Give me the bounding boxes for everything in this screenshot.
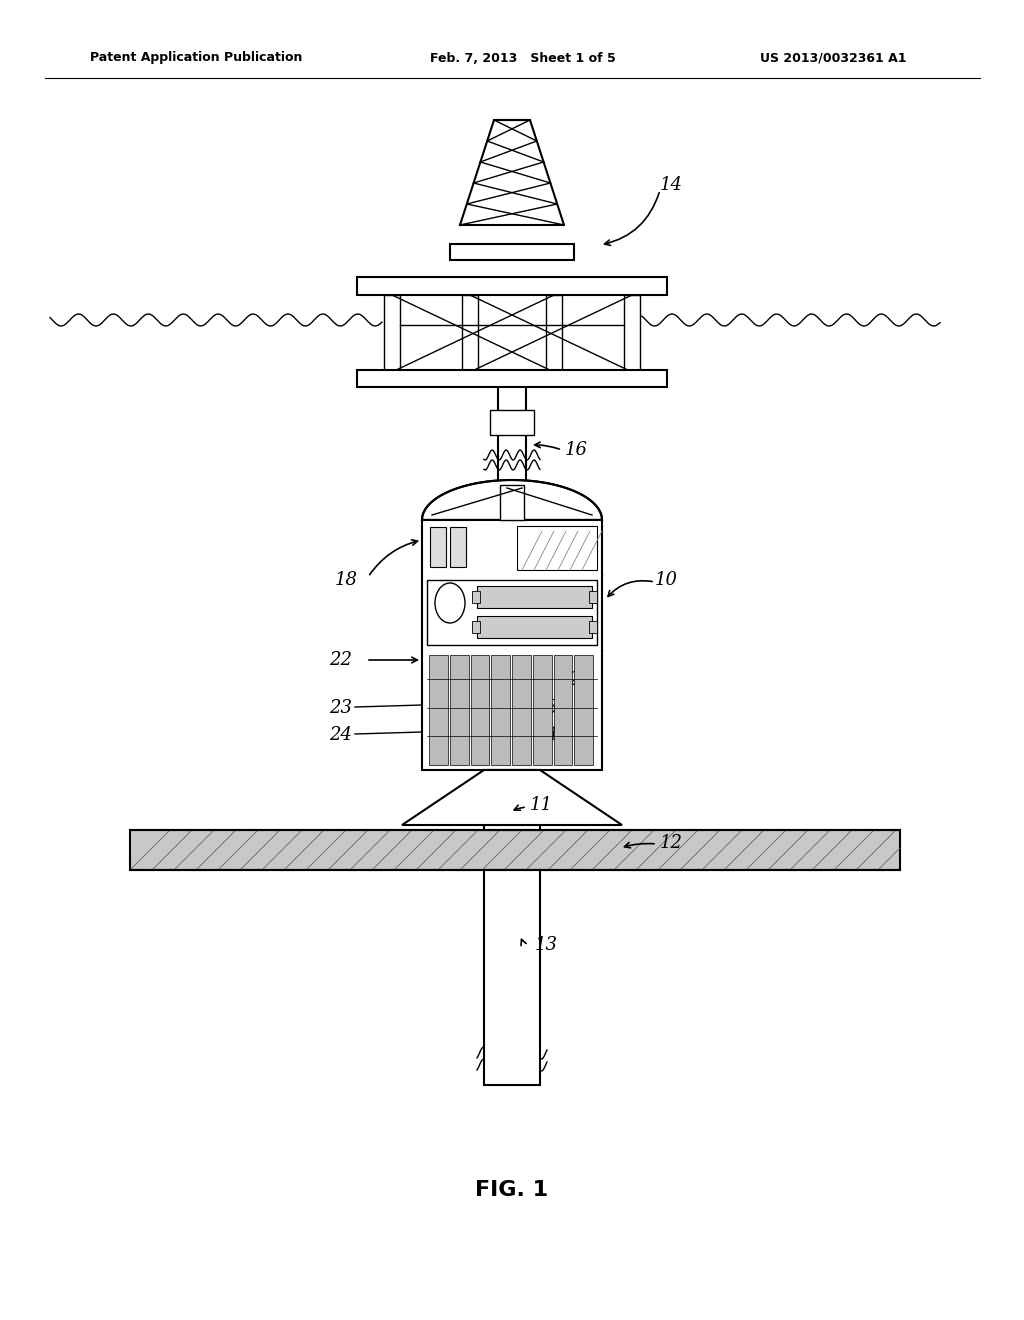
- Bar: [357, 370, 667, 387]
- Bar: [492, 655, 510, 766]
- Bar: [546, 294, 562, 372]
- Text: 22: 22: [329, 651, 352, 669]
- Bar: [130, 830, 900, 870]
- Bar: [500, 484, 524, 520]
- Text: 23: 23: [535, 631, 558, 649]
- Bar: [427, 579, 597, 645]
- Bar: [472, 591, 480, 603]
- Text: 10: 10: [655, 572, 678, 589]
- Text: Feb. 7, 2013   Sheet 1 of 5: Feb. 7, 2013 Sheet 1 of 5: [430, 51, 615, 65]
- Bar: [477, 616, 592, 638]
- Text: 14: 14: [660, 176, 683, 194]
- Bar: [472, 620, 480, 634]
- Bar: [450, 244, 574, 260]
- Bar: [477, 586, 592, 609]
- Polygon shape: [402, 770, 622, 825]
- Bar: [554, 655, 572, 766]
- Text: 24: 24: [535, 726, 558, 744]
- Text: 23: 23: [535, 700, 558, 717]
- Text: 24: 24: [329, 726, 352, 744]
- Bar: [589, 620, 597, 634]
- Bar: [517, 525, 597, 570]
- Text: 20: 20: [568, 671, 591, 689]
- Bar: [490, 411, 534, 436]
- Bar: [462, 294, 478, 372]
- Bar: [429, 655, 447, 766]
- Bar: [532, 655, 552, 766]
- Bar: [450, 527, 466, 568]
- Bar: [470, 655, 489, 766]
- Bar: [624, 294, 640, 372]
- Bar: [574, 655, 593, 766]
- Bar: [357, 277, 667, 294]
- Bar: [430, 527, 446, 568]
- Bar: [450, 655, 469, 766]
- Text: 13: 13: [535, 936, 558, 954]
- Text: 11: 11: [530, 796, 553, 814]
- Text: 12: 12: [660, 834, 683, 851]
- Bar: [484, 770, 540, 830]
- Text: FIG. 1: FIG. 1: [475, 1180, 549, 1200]
- Polygon shape: [422, 480, 602, 520]
- Text: Patent Application Publication: Patent Application Publication: [90, 51, 302, 65]
- Bar: [512, 655, 530, 766]
- Bar: [484, 870, 540, 1085]
- Text: US 2013/0032361 A1: US 2013/0032361 A1: [760, 51, 906, 65]
- Text: 16: 16: [565, 441, 588, 459]
- Bar: [589, 591, 597, 603]
- Text: 23: 23: [329, 700, 352, 717]
- Ellipse shape: [435, 583, 465, 623]
- Text: 18: 18: [335, 572, 358, 589]
- Bar: [422, 520, 602, 770]
- Bar: [384, 294, 400, 372]
